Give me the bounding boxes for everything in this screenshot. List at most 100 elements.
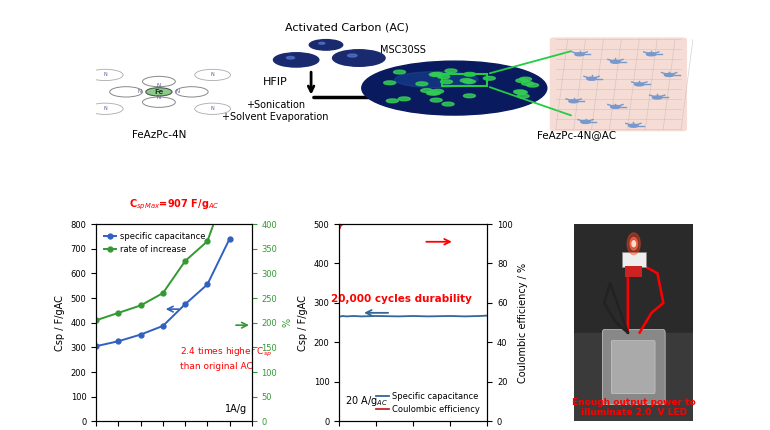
Circle shape [516,79,527,83]
Text: N: N [211,106,215,111]
Text: 20 A/g$_{AC}$: 20 A/g$_{AC}$ [345,393,388,408]
Circle shape [445,69,457,73]
Circle shape [430,73,441,77]
Ellipse shape [362,61,547,115]
Circle shape [632,241,635,247]
Circle shape [398,97,410,101]
Coulombic efficiency [460,221,470,227]
Bar [442,74,487,86]
Circle shape [464,80,475,83]
Text: 2.4 times higher C$_{sp}$
than original AC: 2.4 times higher C$_{sp}$ than original … [180,346,273,371]
specific capacitance [136,332,146,337]
Specific capacitance [334,314,343,319]
Text: N: N [157,83,161,88]
Circle shape [575,53,584,56]
Circle shape [634,83,644,86]
Circle shape [273,53,319,67]
rate of increase [180,258,189,264]
Circle shape [347,54,357,57]
Coulombic efficiency [446,221,455,227]
Text: Activated Carbon (AC): Activated Carbon (AC) [285,22,409,32]
Circle shape [628,233,641,255]
specific capacitance [92,344,101,349]
FancyBboxPatch shape [611,341,655,394]
Circle shape [611,60,620,63]
Circle shape [383,81,396,85]
Circle shape [587,77,596,80]
Specific capacitance [342,314,351,319]
Circle shape [146,88,172,96]
Specific capacitance [350,313,359,319]
Coulombic efficiency [424,221,433,227]
Y-axis label: Csp / F/gAC: Csp / F/gAC [55,295,65,350]
Circle shape [393,70,406,74]
specific capacitance [203,282,212,287]
Bar [625,267,642,277]
Circle shape [319,42,325,44]
rate of increase [225,177,234,182]
FancyBboxPatch shape [550,37,687,131]
Specific capacitance [371,313,380,319]
Y-axis label: Coulombic efficiency / %: Coulombic efficiency / % [518,263,528,383]
Text: N: N [103,106,107,111]
Coulombic efficiency [393,221,403,227]
Coulombic efficiency [336,224,345,229]
Circle shape [430,98,442,102]
Coulombic efficiency [357,221,366,227]
Circle shape [464,72,476,76]
Coulombic efficiency [483,221,492,227]
Text: Enough output power to
illuminate 2.0  V LED: Enough output power to illuminate 2.0 V … [572,398,695,418]
Coulombic efficiency [409,221,418,227]
Circle shape [628,124,638,127]
Legend: specific capacitance, rate of increase: specific capacitance, rate of increase [100,228,209,257]
Bar [622,252,645,267]
Circle shape [652,96,662,99]
Text: FeAzPc-4N: FeAzPc-4N [132,130,186,140]
Specific capacitance [483,313,492,318]
Line: Specific capacitance: Specific capacitance [339,316,487,317]
Circle shape [442,102,454,106]
Coulombic efficiency [475,221,484,227]
Text: C$_{sp}$$_{Max}$=907 F/g$_{AC}$: C$_{sp}$$_{Max}$=907 F/g$_{AC}$ [129,198,219,212]
specific capacitance [225,236,234,241]
Circle shape [521,82,534,85]
Circle shape [464,94,475,98]
Circle shape [630,237,638,250]
Coulombic efficiency [334,227,343,233]
Specific capacitance [424,314,433,319]
Line: Coulombic efficiency: Coulombic efficiency [339,224,487,230]
Specific capacitance [336,314,345,319]
Line: rate of increase: rate of increase [94,177,232,322]
Circle shape [520,77,531,81]
Circle shape [515,90,527,94]
Ellipse shape [395,72,478,88]
Bar [574,332,693,421]
Circle shape [569,100,578,103]
Specific capacitance [393,314,403,319]
Circle shape [416,82,428,86]
Circle shape [484,77,495,80]
Coulombic efficiency [350,221,359,227]
Line: specific capacitance: specific capacitance [94,237,232,349]
Circle shape [333,50,385,66]
Text: N: N [138,89,142,94]
Specific capacitance [475,313,484,319]
rate of increase [136,303,146,308]
Specific capacitance [409,313,418,319]
Coulombic efficiency [371,221,380,227]
specific capacitance [180,301,189,307]
Text: FeAzPc-4N@AC: FeAzPc-4N@AC [537,130,616,140]
Circle shape [517,94,529,98]
Circle shape [310,40,343,50]
Circle shape [527,83,538,87]
Circle shape [514,90,526,94]
Circle shape [665,74,674,77]
Circle shape [431,72,444,76]
Y-axis label: Csp / F/gAC: Csp / F/gAC [298,295,308,350]
rate of increase [203,239,212,244]
specific capacitance [159,323,168,329]
Specific capacitance [357,314,366,319]
Circle shape [432,89,444,93]
Circle shape [440,80,453,83]
Circle shape [581,120,591,123]
